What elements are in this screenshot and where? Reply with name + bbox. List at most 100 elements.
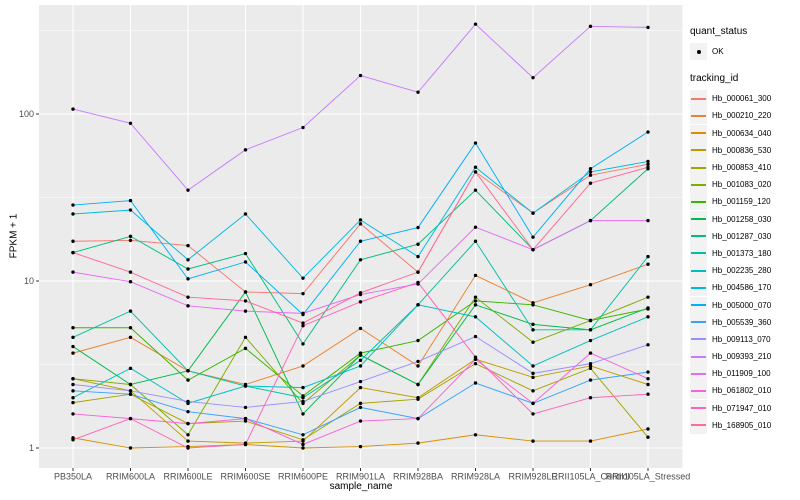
legend-item: Hb_001258_030 [690, 210, 798, 228]
x-tick-label: RRIM928BA [393, 472, 443, 482]
data-point [588, 328, 593, 332]
legend-label: OK [712, 47, 724, 57]
data-point [301, 342, 305, 346]
legend-title-tracking-id: tracking_id [690, 73, 739, 85]
data-point [186, 439, 190, 443]
data-point [128, 198, 133, 203]
data-point [301, 385, 305, 390]
x-tick-label: PB350LA [54, 472, 92, 482]
data-point [71, 400, 75, 405]
data-point [358, 353, 363, 357]
legend-label: Hb_000210_220 [712, 111, 772, 121]
data-point [646, 254, 650, 259]
legend-item: Hb_000853_410 [690, 159, 798, 177]
data-point [128, 366, 133, 371]
data-point [646, 130, 650, 134]
data-point [128, 389, 133, 393]
legend-key [690, 107, 707, 125]
data-point [416, 225, 420, 230]
legend-item: Hb_009113_070 [690, 330, 798, 348]
data-point [358, 385, 363, 390]
legend-key [690, 210, 707, 228]
data-point [646, 262, 650, 266]
data-point [243, 309, 248, 313]
data-point [416, 359, 420, 364]
data-point [358, 218, 363, 222]
data-point [71, 335, 75, 340]
data-point [358, 326, 363, 331]
data-point [473, 334, 478, 339]
legend-key [690, 43, 707, 61]
data-point [531, 235, 535, 239]
legend-label: Hb_002235_280 [712, 266, 772, 276]
x-tick-label: RRIM901LA [336, 472, 385, 482]
legend-label: Hb_000061_300 [712, 94, 772, 104]
data-point [243, 290, 248, 294]
legend: quant_status OK tracking_id Hb_000061_30… [690, 26, 798, 447]
legend-label: Hb_001159_120 [712, 197, 771, 207]
data-point [646, 435, 650, 439]
data-point [71, 326, 75, 330]
line-swatch-icon [691, 338, 706, 341]
data-point [186, 399, 190, 404]
data-point [358, 419, 363, 423]
data-point [416, 441, 420, 445]
data-point [531, 412, 535, 416]
y-tick-label: 1 [29, 443, 34, 453]
line-swatch-icon [691, 304, 706, 307]
legend-item: Hb_000061_300 [690, 90, 798, 108]
x-tick-label: RRIM600LA [106, 472, 155, 482]
data-point [358, 300, 363, 304]
data-point [473, 361, 478, 366]
x-tick-label: RRII105LA_Stressed [606, 472, 691, 482]
data-point [588, 167, 593, 171]
data-point [243, 346, 248, 351]
data-point [243, 416, 248, 421]
legend-key [690, 416, 707, 434]
data-point [186, 258, 190, 262]
data-point [473, 295, 478, 299]
line-swatch-icon [691, 114, 706, 117]
data-point [646, 25, 650, 30]
data-point [301, 125, 305, 130]
x-tick-label: RRIM928LE [508, 472, 557, 482]
line-swatch-icon [691, 97, 706, 100]
data-point [71, 396, 75, 400]
line-swatch-icon [691, 321, 706, 324]
legend-item: Hb_071947_010 [690, 399, 798, 417]
data-point [358, 239, 363, 243]
data-point [646, 162, 650, 166]
data-point [588, 173, 593, 177]
data-point [186, 378, 190, 382]
data-point [646, 382, 650, 387]
data-point [473, 303, 478, 307]
data-point [186, 446, 190, 450]
data-point [243, 148, 248, 152]
data-point [186, 267, 190, 271]
data-point [646, 376, 650, 381]
data-point [128, 382, 133, 387]
legend-item: Hb_000634_040 [690, 124, 798, 142]
legend-key [690, 365, 707, 383]
legend-item-ok: OK [690, 43, 798, 61]
data-point [358, 258, 363, 262]
legend-key [690, 227, 707, 245]
data-point [243, 405, 248, 410]
data-point [358, 291, 363, 295]
line-swatch-icon [691, 372, 706, 375]
legend-key [690, 296, 707, 314]
data-point [588, 318, 593, 323]
legend-key [690, 141, 707, 159]
data-point [128, 309, 133, 313]
data-point [531, 340, 535, 344]
data-point [473, 239, 478, 243]
data-point [646, 343, 650, 347]
legend-item: Hb_061802_010 [690, 382, 798, 400]
data-point [646, 159, 650, 164]
data-point [473, 381, 478, 385]
data-point [301, 433, 305, 437]
data-point [358, 444, 363, 449]
data-point [128, 121, 133, 125]
data-point [301, 321, 305, 325]
data-point [186, 295, 190, 299]
